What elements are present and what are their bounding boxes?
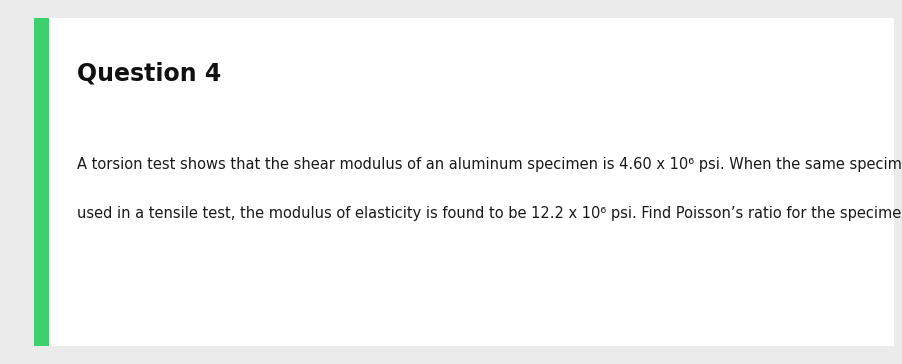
Text: Question 4: Question 4 xyxy=(77,62,221,86)
Text: A torsion test shows that the shear modulus of an aluminum specimen is 4.60 x 10: A torsion test shows that the shear modu… xyxy=(77,157,902,171)
Text: used in a tensile test, the modulus of elasticity is found to be 12.2 x 10⁶ psi.: used in a tensile test, the modulus of e… xyxy=(77,206,902,221)
